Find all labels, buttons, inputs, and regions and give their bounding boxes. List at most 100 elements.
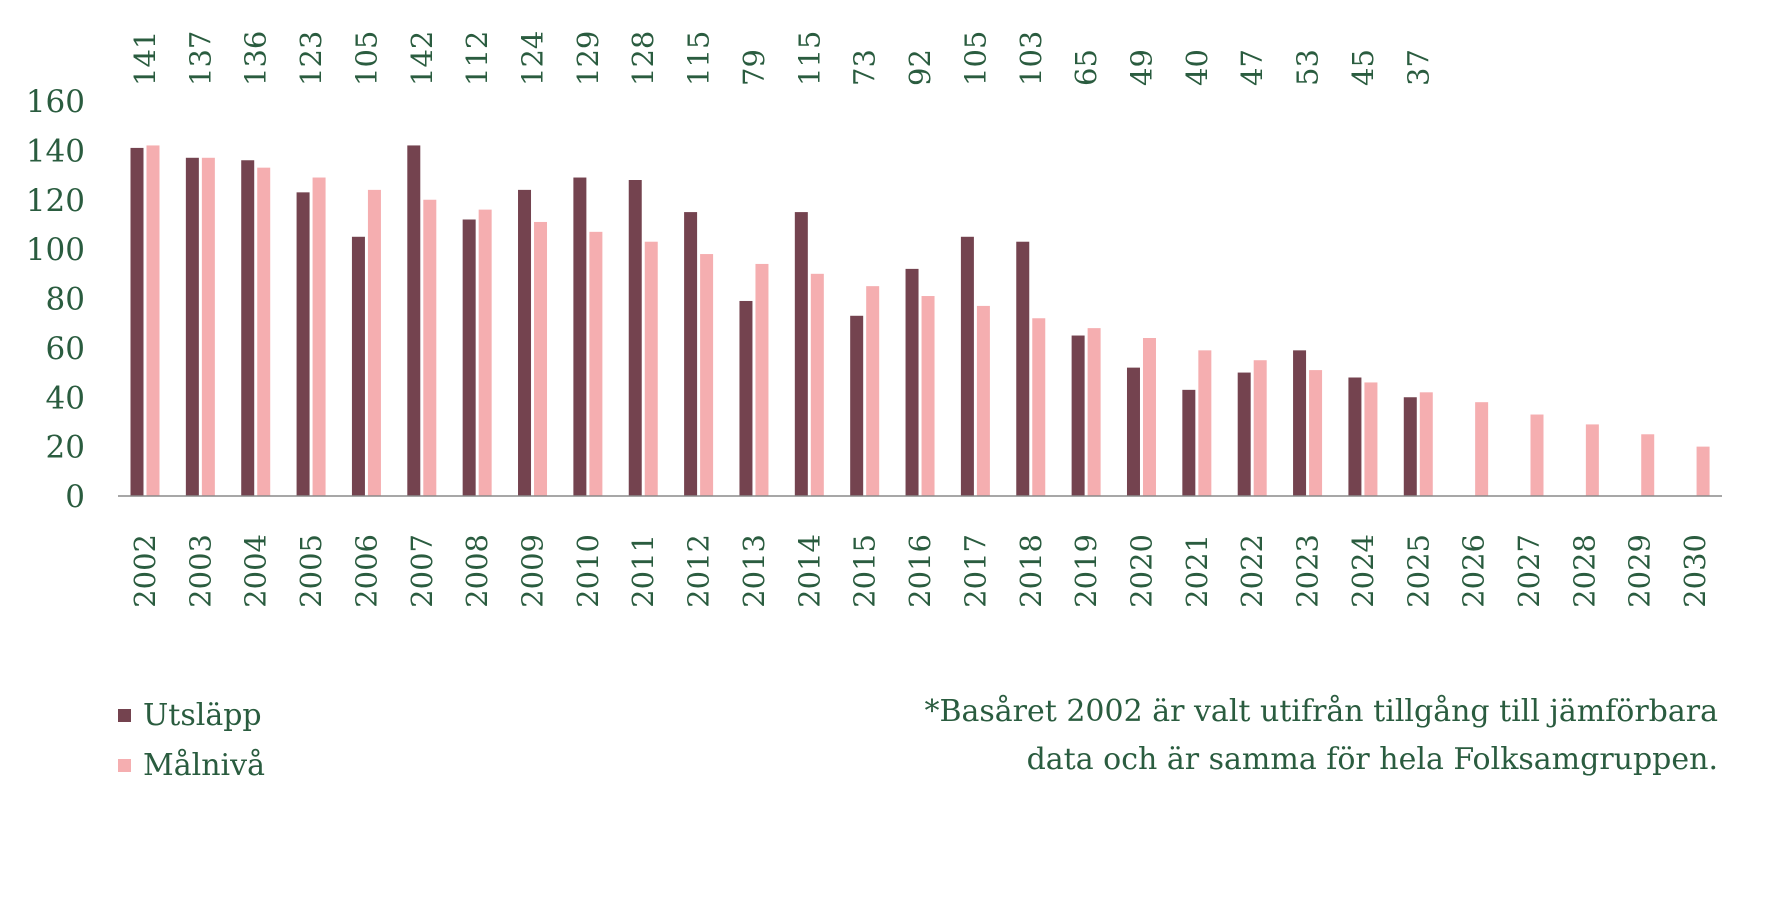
x-tick-label: 2008 bbox=[460, 534, 494, 608]
legend: Utsläpp Målnivå bbox=[118, 690, 265, 790]
x-tick-label: 2012 bbox=[682, 534, 716, 608]
y-axis: 0 20 40 60 80 100 120 140 160 bbox=[26, 84, 85, 515]
legend-label-malniva: Målnivå bbox=[143, 747, 265, 783]
bar-malniva-2018 bbox=[1032, 318, 1046, 496]
y-tick-label: 140 bbox=[26, 133, 85, 169]
top-value-label: 49 bbox=[1124, 49, 1158, 86]
legend-swatch-malniva bbox=[118, 758, 131, 772]
footnote: *Basåret 2002 är valt utifrån tillgång t… bbox=[818, 688, 1718, 784]
x-tick-label: 2030 bbox=[1678, 534, 1712, 608]
top-value-label: 115 bbox=[792, 31, 826, 86]
x-tick-label: 2007 bbox=[405, 534, 439, 608]
bar-utslapp-2017 bbox=[960, 236, 974, 496]
legend-swatch-utslapp bbox=[118, 708, 131, 722]
x-tick-label: 2018 bbox=[1014, 534, 1048, 608]
top-value-label: 129 bbox=[571, 31, 605, 86]
bars bbox=[130, 145, 1710, 496]
x-tick-label: 2002 bbox=[128, 534, 162, 608]
bar-malniva-2008 bbox=[478, 209, 492, 496]
bar-malniva-2013 bbox=[755, 263, 769, 496]
x-tick-label: 2004 bbox=[239, 534, 273, 608]
top-value-label: 73 bbox=[848, 49, 882, 86]
top-value-label: 105 bbox=[349, 31, 383, 86]
y-tick-label: 100 bbox=[26, 232, 85, 268]
footnote-line-1: *Basåret 2002 är valt utifrån tillgång t… bbox=[924, 694, 1718, 729]
bar-utslapp-2013 bbox=[739, 300, 753, 496]
bar-malniva-2020 bbox=[1142, 338, 1156, 496]
top-value-label: 37 bbox=[1401, 49, 1435, 86]
bar-malniva-2027 bbox=[1530, 414, 1544, 496]
top-value-label: 141 bbox=[128, 31, 162, 86]
x-tick-label: 2029 bbox=[1623, 534, 1657, 608]
top-value-label: 124 bbox=[516, 31, 550, 86]
bar-utslapp-2010 bbox=[573, 177, 587, 496]
legend-label-utslapp: Utsläpp bbox=[143, 697, 262, 733]
bar-malniva-2023 bbox=[1309, 370, 1323, 496]
top-value-label: 65 bbox=[1069, 49, 1103, 86]
bar-utslapp-2002 bbox=[130, 147, 144, 496]
bar-utslapp-2020 bbox=[1126, 367, 1140, 496]
x-tick-label: 2022 bbox=[1235, 534, 1269, 608]
bar-utslapp-2012 bbox=[684, 212, 698, 496]
bar-malniva-2005 bbox=[312, 177, 326, 496]
bar-utslapp-2008 bbox=[462, 219, 476, 496]
bar-utslapp-2019 bbox=[1071, 335, 1085, 496]
x-tick-label: 2011 bbox=[626, 534, 660, 608]
bar-malniva-2026 bbox=[1475, 402, 1489, 496]
top-value-label: 105 bbox=[958, 31, 992, 86]
bar-malniva-2025 bbox=[1419, 392, 1433, 496]
y-tick-label: 40 bbox=[46, 380, 85, 416]
top-value-label: 123 bbox=[294, 31, 328, 86]
legend-item-utslapp: Utsläpp bbox=[118, 690, 265, 740]
bar-malniva-2029 bbox=[1641, 434, 1655, 496]
x-tick-label: 2024 bbox=[1346, 534, 1380, 608]
top-value-label: 79 bbox=[737, 49, 771, 86]
x-tick-label: 2025 bbox=[1401, 534, 1435, 608]
bar-utslapp-2023 bbox=[1293, 350, 1307, 496]
x-tick-label: 2020 bbox=[1124, 534, 1158, 608]
bar-utslapp-2006 bbox=[351, 236, 365, 496]
x-tick-label: 2013 bbox=[737, 534, 771, 608]
top-value-label: 103 bbox=[1014, 31, 1048, 86]
top-value-label: 128 bbox=[626, 31, 660, 86]
bar-malniva-2006 bbox=[367, 189, 381, 496]
top-value-label: 112 bbox=[460, 31, 494, 86]
bar-malniva-2028 bbox=[1585, 424, 1599, 496]
x-tick-label: 2017 bbox=[958, 534, 992, 608]
bar-malniva-2030 bbox=[1696, 446, 1710, 496]
x-tick-label: 2023 bbox=[1291, 534, 1325, 608]
bar-utslapp-2003 bbox=[185, 157, 199, 496]
legend-item-malniva: Målnivå bbox=[118, 740, 265, 790]
bar-utslapp-2021 bbox=[1182, 389, 1196, 496]
top-value-label: 92 bbox=[903, 49, 937, 86]
x-tick-label: 2010 bbox=[571, 534, 605, 608]
top-value-label: 53 bbox=[1291, 49, 1325, 86]
bar-malniva-2017 bbox=[976, 305, 990, 496]
bar-utslapp-2022 bbox=[1237, 372, 1251, 496]
x-tick-label: 2015 bbox=[848, 534, 882, 608]
bar-malniva-2009 bbox=[534, 221, 548, 496]
bar-malniva-2015 bbox=[866, 286, 880, 496]
bar-malniva-2004 bbox=[257, 167, 271, 496]
bar-malniva-2003 bbox=[201, 157, 215, 496]
y-tick-label: 80 bbox=[46, 282, 85, 318]
x-tick-label: 2026 bbox=[1457, 534, 1491, 608]
bar-malniva-2007 bbox=[423, 199, 437, 496]
bar-malniva-2010 bbox=[589, 231, 603, 496]
bar-malniva-2019 bbox=[1087, 328, 1101, 496]
bar-malniva-2021 bbox=[1198, 350, 1212, 496]
y-tick-label: 160 bbox=[26, 84, 85, 120]
bar-utslapp-2016 bbox=[905, 268, 919, 496]
top-value-labels: 141 137 136 123 105 142 112 124 129 128 115 79 115 73… bbox=[128, 31, 1435, 86]
bar-malniva-2011 bbox=[644, 241, 658, 496]
top-value-label: 137 bbox=[183, 31, 217, 86]
bar-utslapp-2005 bbox=[296, 192, 310, 496]
top-value-label: 47 bbox=[1235, 49, 1269, 86]
bar-utslapp-2014 bbox=[794, 212, 808, 496]
top-value-label: 142 bbox=[405, 31, 439, 86]
y-tick-label: 0 bbox=[65, 479, 85, 515]
bar-utslapp-2018 bbox=[1016, 241, 1030, 496]
y-tick-label: 60 bbox=[46, 331, 85, 367]
x-tick-label: 2003 bbox=[183, 534, 217, 608]
